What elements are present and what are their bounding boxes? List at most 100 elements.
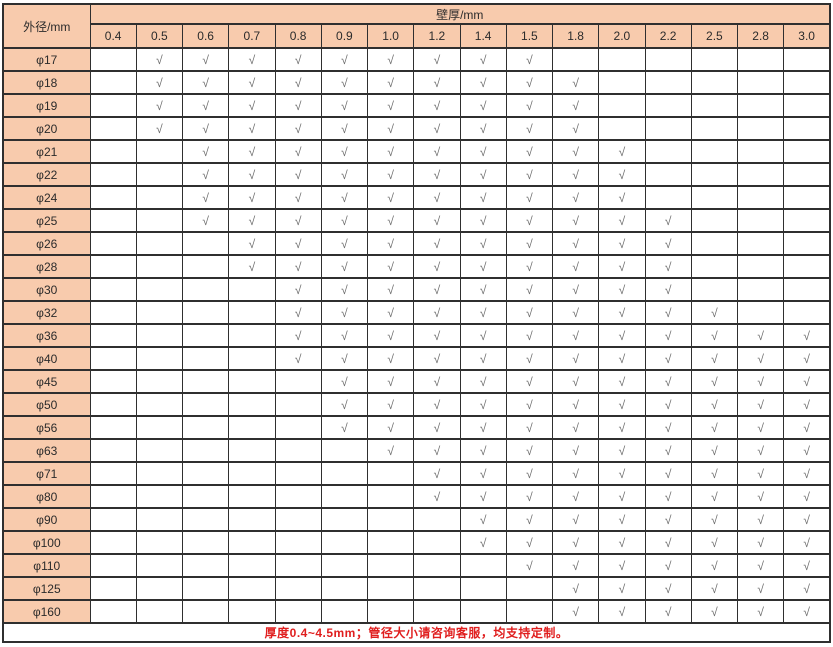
availability-cell-checked: √ bbox=[505, 392, 554, 417]
availability-cell-empty bbox=[783, 185, 831, 210]
availability-cell-empty bbox=[274, 415, 322, 440]
availability-cell-checked: √ bbox=[366, 231, 415, 256]
availability-cell-checked: √ bbox=[505, 93, 554, 118]
availability-cell-checked: √ bbox=[551, 323, 600, 348]
availability-cell-empty bbox=[320, 507, 369, 532]
availability-cell-empty bbox=[89, 139, 137, 164]
availability-cell-empty bbox=[690, 116, 739, 141]
availability-cell-checked: √ bbox=[181, 47, 230, 72]
availability-cell-checked: √ bbox=[551, 415, 600, 440]
availability-cell-checked: √ bbox=[551, 208, 600, 233]
availability-cell-checked: √ bbox=[505, 300, 554, 325]
availability-cell-checked: √ bbox=[135, 47, 184, 72]
availability-cell-checked: √ bbox=[551, 369, 600, 394]
availability-cell-checked: √ bbox=[366, 139, 415, 164]
availability-cell-checked: √ bbox=[320, 47, 369, 72]
availability-cell-checked: √ bbox=[413, 162, 461, 187]
thickness-col-header: 0.6 bbox=[181, 23, 230, 49]
availability-cell-empty bbox=[736, 254, 785, 279]
availability-cell-checked: √ bbox=[598, 599, 646, 624]
availability-cell-empty bbox=[89, 70, 137, 95]
table-row: φ71 √ √ √ √ √ √ √ √ √ bbox=[2, 461, 831, 486]
availability-cell-checked: √ bbox=[366, 415, 415, 440]
availability-cell-checked: √ bbox=[135, 93, 184, 118]
availability-cell-checked: √ bbox=[366, 47, 415, 72]
availability-cell-empty bbox=[135, 231, 184, 256]
availability-cell-empty bbox=[690, 47, 739, 72]
table-row: φ110 √ √ √ √ √ √ √ bbox=[2, 553, 831, 578]
availability-cell-checked: √ bbox=[320, 185, 369, 210]
availability-cell-checked: √ bbox=[413, 47, 461, 72]
availability-cell-checked: √ bbox=[228, 231, 276, 256]
availability-cell-checked: √ bbox=[551, 254, 600, 279]
availability-cell-empty bbox=[181, 576, 230, 601]
availability-cell-checked: √ bbox=[690, 461, 739, 486]
availability-cell-empty bbox=[89, 208, 137, 233]
availability-cell-checked: √ bbox=[644, 576, 692, 601]
availability-cell-empty bbox=[366, 484, 415, 509]
diameter-row-header: φ18 bbox=[2, 70, 91, 95]
availability-cell-empty bbox=[366, 461, 415, 486]
availability-cell-checked: √ bbox=[736, 507, 785, 532]
availability-cell-checked: √ bbox=[598, 484, 646, 509]
availability-cell-checked: √ bbox=[598, 162, 646, 187]
availability-cell-checked: √ bbox=[783, 323, 831, 348]
availability-cell-checked: √ bbox=[644, 507, 692, 532]
availability-cell-empty bbox=[228, 461, 276, 486]
availability-cell-checked: √ bbox=[320, 254, 369, 279]
diameter-row-header: φ32 bbox=[2, 300, 91, 325]
availability-cell-checked: √ bbox=[320, 162, 369, 187]
availability-cell-checked: √ bbox=[320, 392, 369, 417]
availability-cell-checked: √ bbox=[228, 162, 276, 187]
availability-cell-checked: √ bbox=[181, 208, 230, 233]
availability-cell-empty bbox=[89, 185, 137, 210]
availability-cell-checked: √ bbox=[505, 461, 554, 486]
availability-cell-checked: √ bbox=[736, 438, 785, 463]
availability-cell-checked: √ bbox=[505, 323, 554, 348]
thickness-col-header: 1.0 bbox=[366, 23, 415, 49]
thickness-col-header: 1.8 bbox=[551, 23, 600, 49]
availability-cell-empty bbox=[783, 70, 831, 95]
availability-cell-empty bbox=[644, 162, 692, 187]
availability-cell-checked: √ bbox=[644, 461, 692, 486]
availability-cell-checked: √ bbox=[320, 116, 369, 141]
availability-cell-checked: √ bbox=[459, 346, 507, 371]
availability-cell-checked: √ bbox=[320, 369, 369, 394]
availability-cell-checked: √ bbox=[644, 208, 692, 233]
availability-cell-checked: √ bbox=[644, 484, 692, 509]
thickness-col-header: 0.8 bbox=[274, 23, 322, 49]
availability-cell-checked: √ bbox=[598, 346, 646, 371]
availability-cell-empty bbox=[89, 277, 137, 302]
availability-cell-checked: √ bbox=[551, 231, 600, 256]
diameter-row-header: φ160 bbox=[2, 599, 91, 624]
outer-diameter-header: 外径/mm bbox=[2, 3, 91, 49]
availability-cell-checked: √ bbox=[366, 185, 415, 210]
availability-cell-checked: √ bbox=[366, 70, 415, 95]
table-row: φ19 √ √ √ √ √ √ √ √ √ √ bbox=[2, 93, 831, 118]
availability-cell-checked: √ bbox=[551, 162, 600, 187]
availability-cell-checked: √ bbox=[505, 277, 554, 302]
availability-cell-empty bbox=[505, 576, 554, 601]
availability-cell-empty bbox=[320, 438, 369, 463]
diameter-row-header: φ80 bbox=[2, 484, 91, 509]
diameter-row-header: φ30 bbox=[2, 277, 91, 302]
availability-cell-checked: √ bbox=[505, 553, 554, 578]
availability-cell-checked: √ bbox=[736, 415, 785, 440]
availability-cell-checked: √ bbox=[505, 139, 554, 164]
availability-cell-empty bbox=[413, 576, 461, 601]
availability-cell-empty bbox=[736, 116, 785, 141]
availability-cell-checked: √ bbox=[320, 300, 369, 325]
availability-cell-checked: √ bbox=[783, 392, 831, 417]
availability-cell-checked: √ bbox=[228, 208, 276, 233]
availability-cell-checked: √ bbox=[690, 346, 739, 371]
availability-cell-empty bbox=[736, 208, 785, 233]
table-row: φ36 √ √ √ √ √ √ √ √ √ √ √ √ bbox=[2, 323, 831, 348]
availability-cell-empty bbox=[89, 530, 137, 555]
availability-cell-checked: √ bbox=[505, 369, 554, 394]
diameter-row-header: φ100 bbox=[2, 530, 91, 555]
availability-cell-checked: √ bbox=[736, 599, 785, 624]
diameter-row-header: φ24 bbox=[2, 185, 91, 210]
availability-cell-empty bbox=[181, 507, 230, 532]
availability-cell-checked: √ bbox=[366, 392, 415, 417]
availability-cell-checked: √ bbox=[736, 346, 785, 371]
